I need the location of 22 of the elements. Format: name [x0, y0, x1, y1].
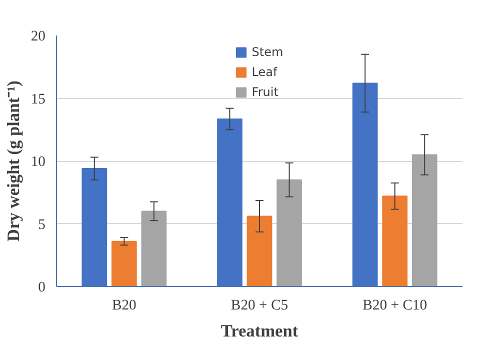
- x-tick-label: B20 + C10: [362, 298, 428, 314]
- legend-label: Fruit: [252, 85, 278, 99]
- y-tick-label: 5: [38, 216, 46, 233]
- y-axis-title: Dry weight (g plant⁻¹): [4, 80, 23, 242]
- bar: [82, 168, 108, 286]
- y-tick-label: 20: [30, 28, 46, 44]
- bar: [382, 196, 408, 286]
- legend-label: Stem: [252, 45, 284, 59]
- x-axis-title: Treatment: [220, 322, 298, 340]
- bar: [412, 154, 438, 286]
- bar: [141, 210, 167, 286]
- bar: [352, 82, 378, 286]
- x-tick-label: B20: [112, 298, 136, 314]
- y-tick-label: 0: [38, 280, 46, 296]
- y-tick-label: 15: [30, 91, 46, 108]
- legend-label: Leaf: [252, 65, 278, 79]
- bar: [111, 240, 137, 286]
- x-tick-label: B20 + C5: [230, 298, 288, 314]
- bar: [276, 179, 302, 286]
- bar: [217, 118, 242, 286]
- y-tick-label: 10: [30, 154, 46, 170]
- bar: [246, 216, 272, 286]
